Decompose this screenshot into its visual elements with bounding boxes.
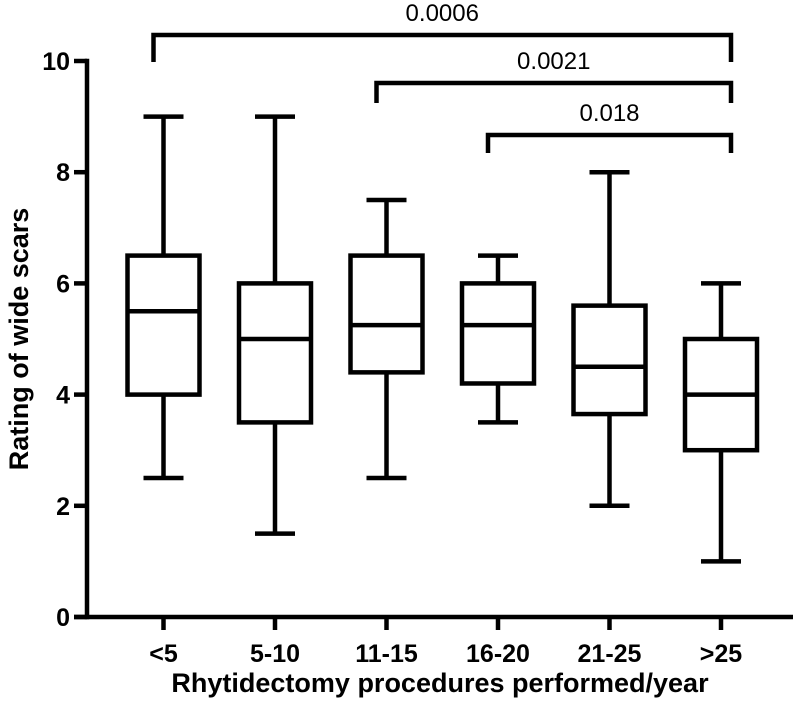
significance-bracket — [485, 132, 734, 153]
y-axis-title: Rating of wide scars — [4, 208, 34, 471]
box-group — [682, 281, 760, 564]
p-value-label: 0.0006 — [406, 0, 479, 27]
p-value-label: 0.0021 — [517, 48, 590, 75]
box-rect — [571, 303, 648, 417]
significance-bracket — [374, 80, 734, 103]
box-group — [348, 197, 425, 481]
x-tick-label: 11-15 — [355, 640, 418, 668]
box-group — [571, 169, 648, 509]
x-axis-title: Rhytidectomy procedures performed/year — [171, 668, 709, 698]
p-value-label: 0.018 — [579, 100, 639, 127]
plot-area: 0 2 4 6 8 10 <5 5-10 11-15 16-20 21-25 >25 0.0006 0.0… — [42, 0, 793, 668]
box-group — [236, 114, 314, 536]
box-rect — [348, 253, 425, 375]
box-group — [125, 114, 202, 481]
x-tick-label: >25 — [700, 640, 743, 668]
y-tick-label: 2 — [56, 493, 70, 521]
x-tick-label: 5-10 — [250, 640, 300, 668]
significance-group: 0.0021 — [374, 48, 734, 103]
y-tick-label: 10 — [42, 48, 70, 76]
box-rect — [459, 281, 537, 386]
box-group — [459, 253, 537, 425]
significance-bracket — [151, 32, 734, 62]
significance-group: 0.0006 — [151, 0, 734, 62]
y-tick-label: 6 — [56, 270, 70, 298]
significance-group: 0.018 — [485, 100, 734, 153]
y-tick-label: 0 — [56, 604, 70, 632]
x-tick-label: 21-25 — [578, 640, 642, 668]
box-rect — [236, 281, 314, 425]
x-tick-label: <5 — [149, 640, 178, 668]
x-tick-label: 16-20 — [466, 640, 530, 668]
box-rect — [125, 253, 202, 397]
y-tick-label: 4 — [56, 382, 70, 410]
y-tick-label: 8 — [56, 159, 70, 187]
